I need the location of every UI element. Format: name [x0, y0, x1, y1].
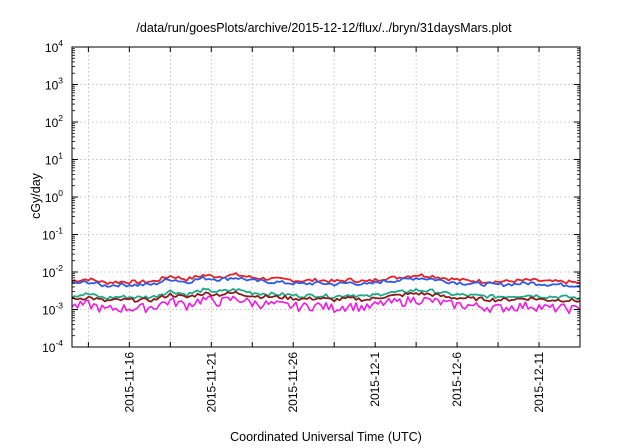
y-tick-label: 100 — [45, 188, 63, 205]
y-tick-base: 10 — [45, 116, 59, 130]
x-axis-label: Coordinated Universal Time (UTC) — [230, 430, 422, 444]
y-tick-label: 103 — [45, 76, 63, 93]
series-line-red — [71, 272, 581, 286]
x-tick-label: 2015-12-11 — [532, 352, 546, 413]
y-tick-base: 10 — [45, 191, 59, 205]
y-axis-label: cGy/day — [29, 172, 43, 219]
y-tick-label: 102 — [45, 113, 63, 130]
y-tick-base: 10 — [42, 341, 56, 355]
series-line-blue — [71, 275, 581, 288]
y-tick-exponent: 1 — [58, 151, 63, 161]
series-line-teal — [71, 287, 581, 301]
y-tick-base: 10 — [45, 154, 59, 168]
series-line-magenta — [71, 295, 581, 315]
y-tick-label: 10-1 — [42, 226, 63, 243]
x-tick-label: 2015-11-16 — [122, 352, 136, 413]
y-tick-base: 10 — [42, 266, 56, 280]
x-tick-label: 2015-11-21 — [204, 352, 218, 413]
x-tick-label: 2015-12-6 — [450, 352, 464, 407]
y-tick-base: 10 — [42, 304, 56, 318]
x-tick-labels: 2015-11-16 2015-11-21 2015-11-26 2015-12-1 2… — [122, 352, 546, 413]
chart-title: /data/run/goesPlots/archive/2015-12-12/f… — [136, 21, 512, 35]
y-tick-exponent: 4 — [58, 38, 63, 48]
x-tick-label: 2015-12-1 — [368, 352, 382, 407]
y-tick-label: 10-3 — [42, 301, 63, 318]
y-tick-exponent: -4 — [55, 338, 63, 348]
series-line-dark-red — [71, 290, 581, 303]
y-tick-exponent: 2 — [58, 113, 63, 123]
y-tick-label: 101 — [45, 151, 63, 168]
series-group — [71, 272, 581, 315]
y-tick-base: 10 — [42, 229, 56, 243]
y-tick-base: 10 — [45, 41, 59, 55]
y-tick-exponent: -3 — [55, 301, 63, 311]
axis-ticks — [72, 46, 581, 348]
y-tick-label: 10-4 — [42, 338, 63, 355]
y-tick-exponent: 0 — [58, 188, 63, 198]
y-tick-label: 104 — [45, 38, 63, 55]
y-tick-exponent: -1 — [55, 226, 63, 236]
x-tick-label: 2015-11-26 — [286, 352, 300, 413]
y-tick-exponent: 3 — [58, 76, 63, 86]
y-tick-base: 10 — [45, 79, 59, 93]
y-tick-exponent: -2 — [55, 263, 63, 273]
y-tick-label: 10-2 — [42, 263, 63, 280]
